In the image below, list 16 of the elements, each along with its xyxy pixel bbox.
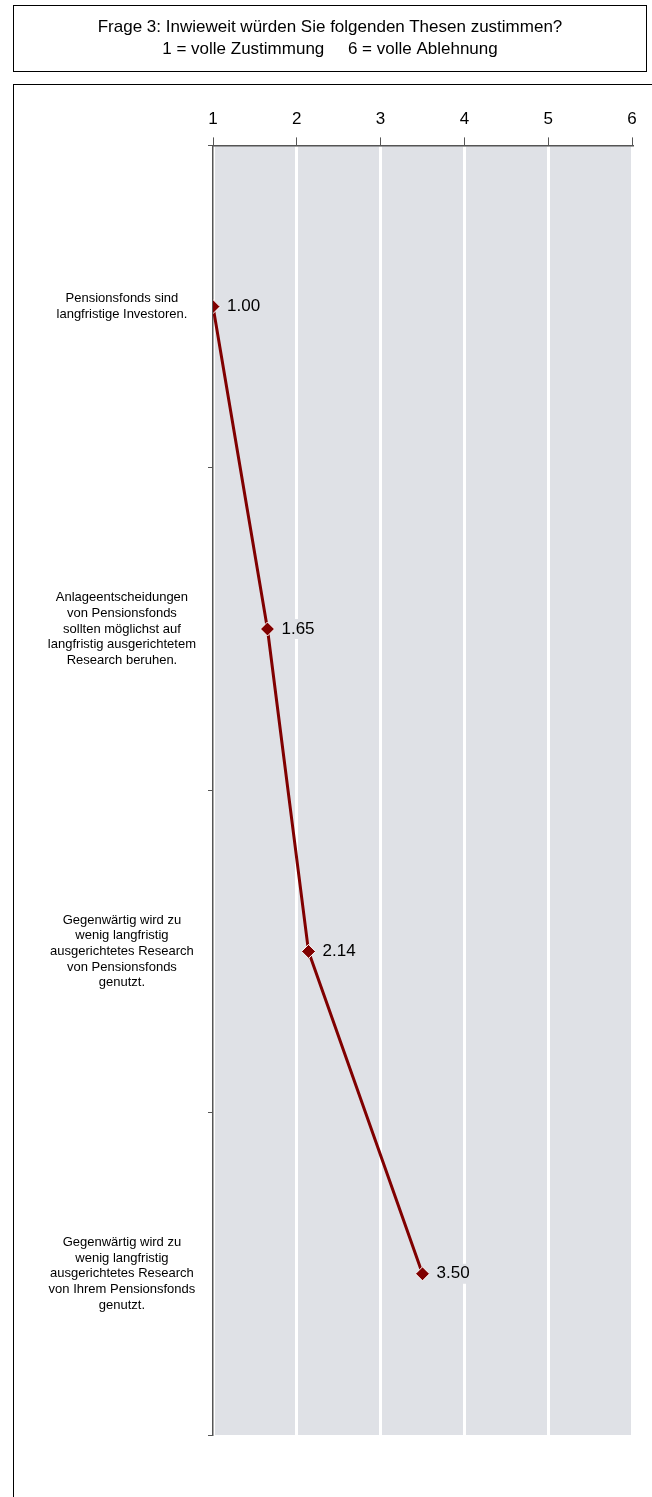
x-tick-label: 6 <box>627 108 637 128</box>
chart-title: Frage 3: Inwieweit würden Sie folgenden Thesen zustimmen? <box>96 16 564 38</box>
x-tick-label: 5 <box>543 108 553 128</box>
data-label: 1.65 <box>281 618 315 638</box>
x-tick-label: 3 <box>375 108 386 128</box>
data-label: 3.50 <box>436 1263 470 1283</box>
y-tick-label: Pensionsfonds sind langfristige Investoren. <box>56 290 188 321</box>
x-tick-label: 1 <box>208 108 218 128</box>
chart-subtitle: 1 = volle Zustimmung 6 = volle Ablehnung <box>161 38 499 60</box>
data-label: 2.14 <box>322 941 356 961</box>
data-label: 1.00 <box>227 296 261 316</box>
y-tick-label: Gegenwärtig wird zu wenig langfristig ausgerichtetes Research von Ihrem Pensionsfonds genutzt. <box>48 1234 196 1312</box>
y-tick-label: Anlageentscheidungen von Pensionsfonds sollten möglichst auf langfristig ausgerichtetem Research beruhen. <box>47 589 197 667</box>
x-tick-label: 2 <box>292 108 302 128</box>
x-tick-label: 4 <box>459 108 470 128</box>
y-tick-label: Gegenwärtig wird zu wenig langfristig ausgerichtetes Research von Pensionsfonds genutzt. <box>50 911 194 990</box>
